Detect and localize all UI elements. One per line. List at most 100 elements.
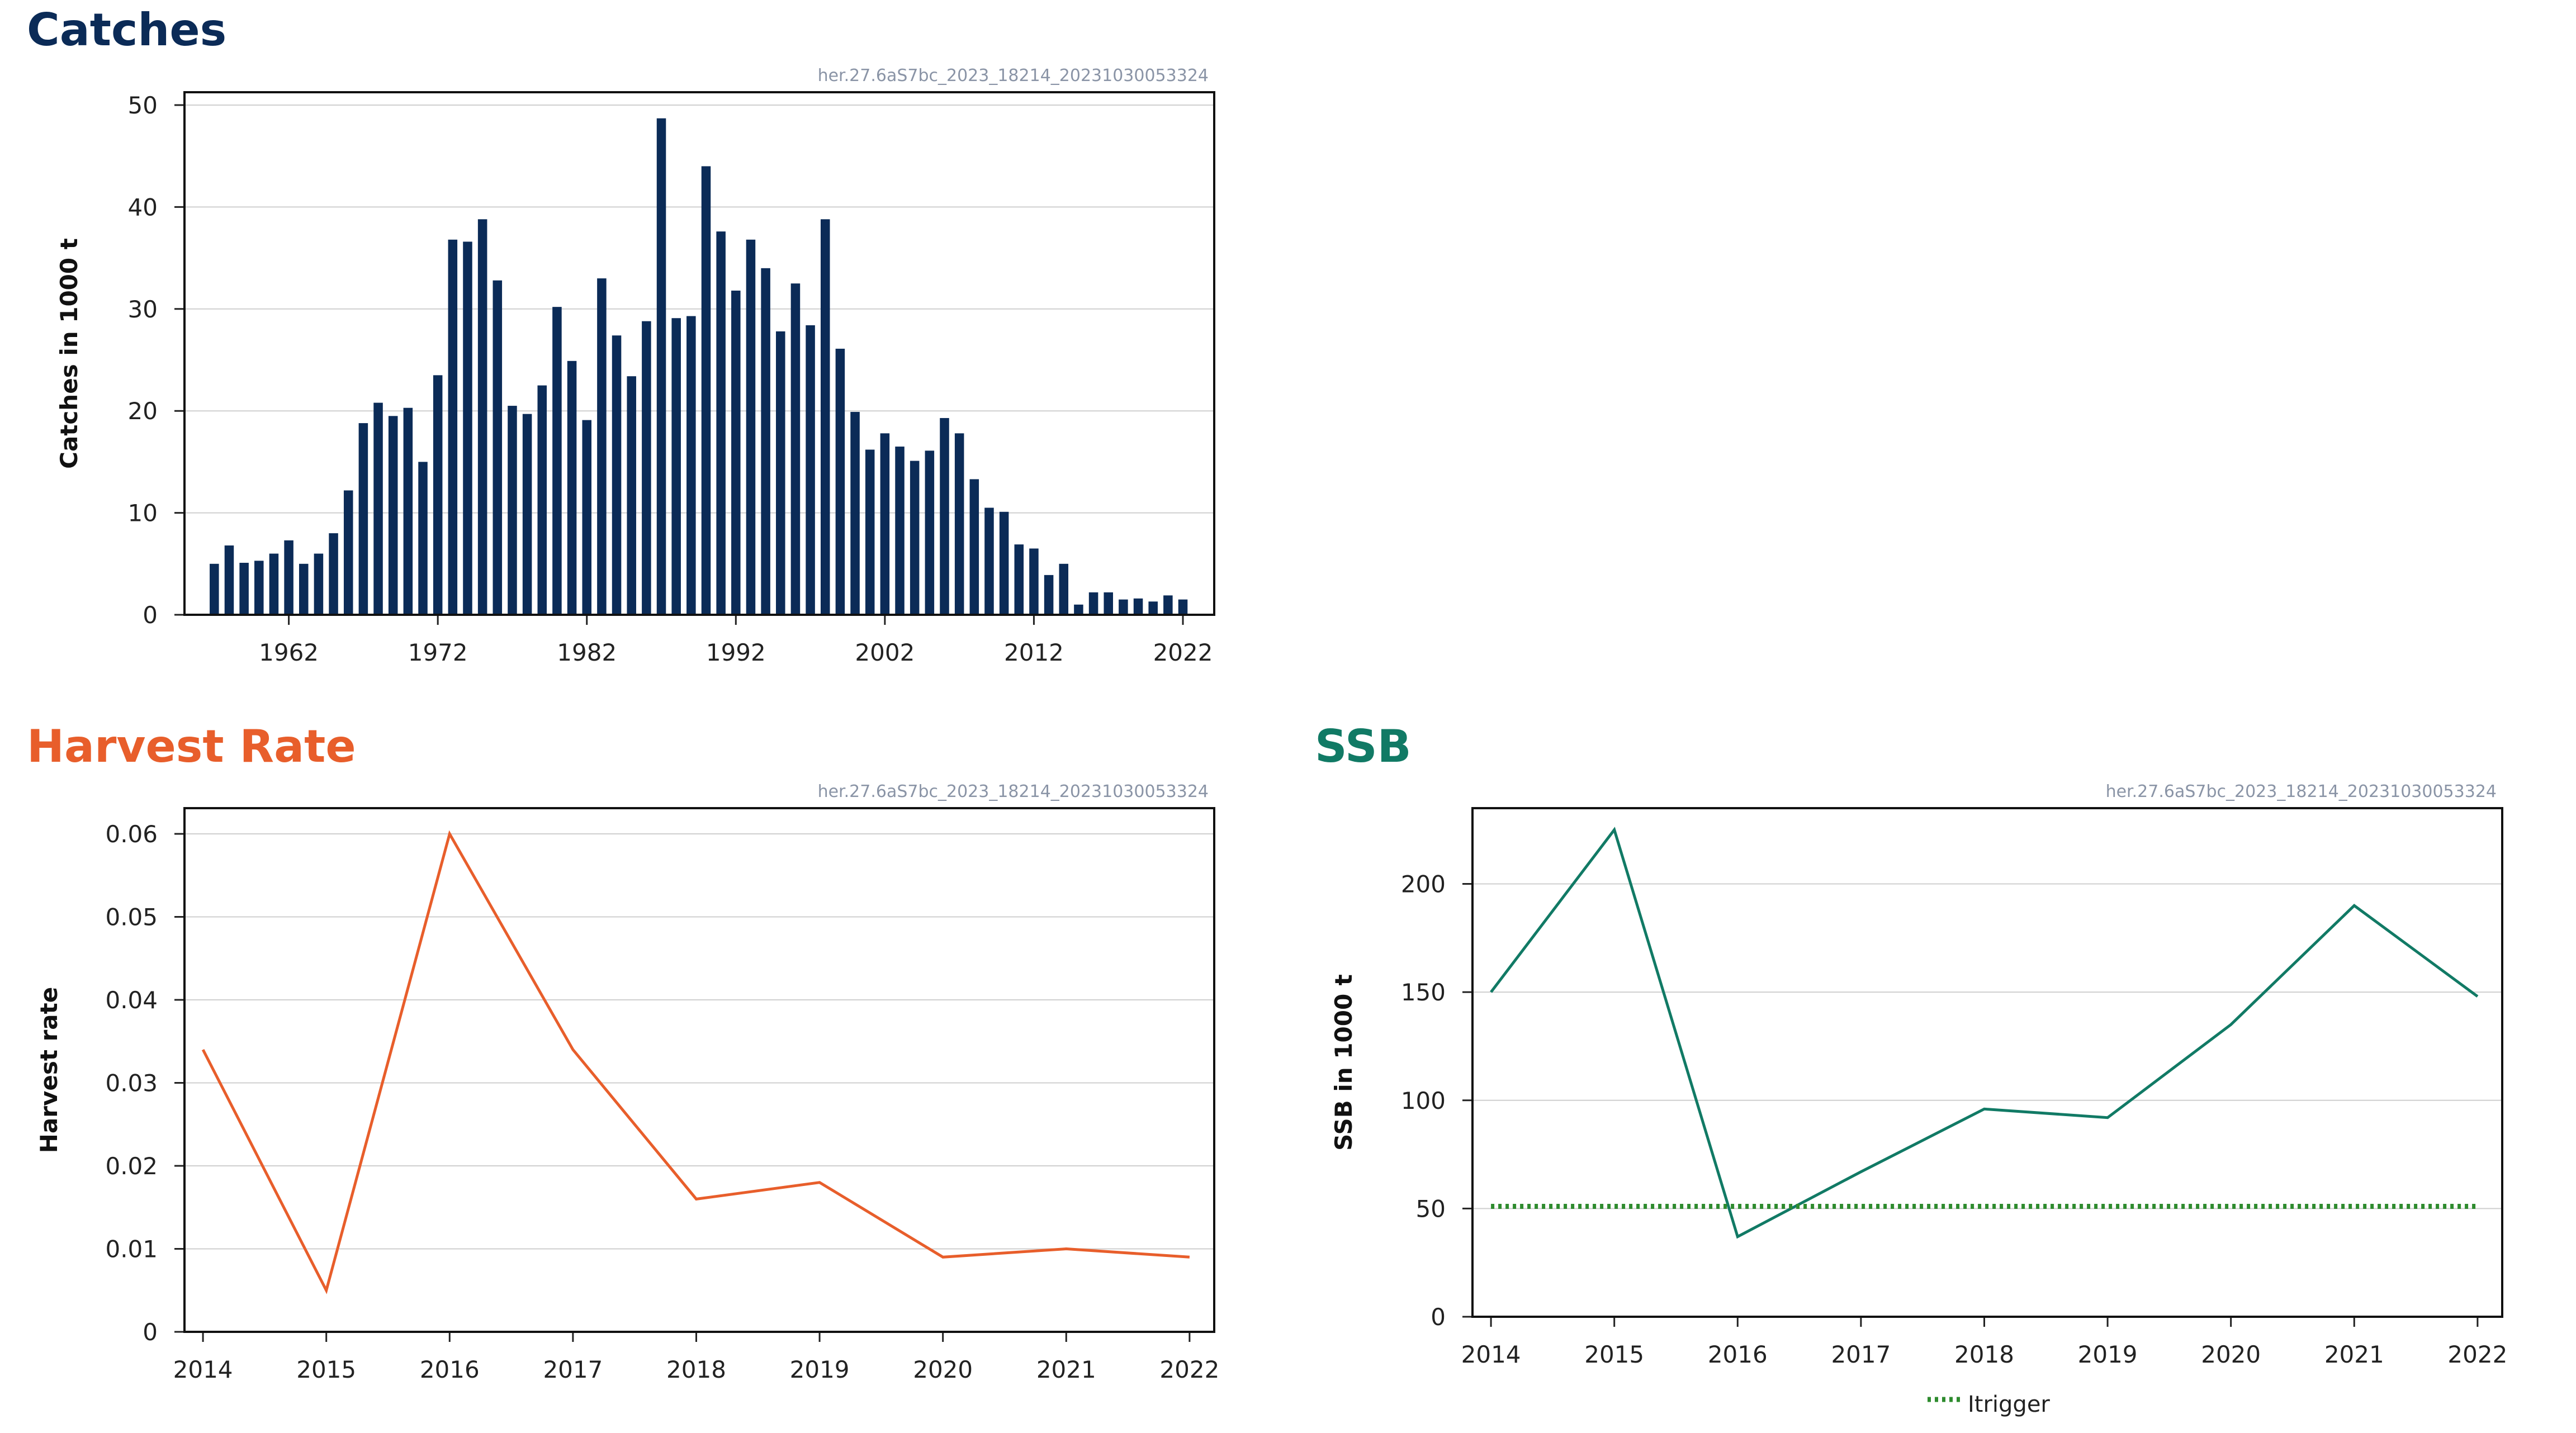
x-tick-label: 1972 bbox=[408, 639, 468, 666]
x-tick-label: 2022 bbox=[1159, 1356, 1219, 1383]
bar bbox=[210, 563, 219, 615]
bar bbox=[1119, 599, 1128, 615]
x-tick-label: 2012 bbox=[1004, 639, 1064, 666]
y-axis-label: SSB in 1000 t bbox=[1330, 974, 1357, 1151]
x-tick-label: 2017 bbox=[1831, 1341, 1891, 1368]
x-tick-label: 2014 bbox=[173, 1356, 233, 1383]
y-tick-label: 0.03 bbox=[105, 1070, 158, 1097]
bar bbox=[716, 231, 726, 615]
x-tick-label: 2018 bbox=[666, 1356, 726, 1383]
y-tick-label: 40 bbox=[128, 193, 158, 221]
bar bbox=[1044, 575, 1054, 615]
x-tick-label: 1962 bbox=[259, 639, 319, 666]
bar bbox=[373, 402, 383, 615]
bar bbox=[582, 420, 592, 615]
bar bbox=[448, 239, 458, 615]
y-tick-label: 0 bbox=[143, 601, 158, 629]
bar bbox=[597, 278, 607, 615]
bar bbox=[493, 280, 503, 615]
bar bbox=[329, 533, 338, 615]
bar bbox=[999, 511, 1009, 615]
y-tick-label: 100 bbox=[1401, 1087, 1446, 1114]
bar bbox=[1059, 563, 1069, 615]
x-tick-label: 2022 bbox=[2447, 1341, 2507, 1368]
chart-stamp: her.27.6aS7bc_2023_18214_20231030053324 bbox=[2106, 782, 2497, 801]
chart-stamp: her.27.6aS7bc_2023_18214_20231030053324 bbox=[818, 66, 1209, 86]
bar bbox=[954, 433, 964, 615]
bar bbox=[627, 376, 636, 615]
x-tick-label: 2015 bbox=[1584, 1341, 1644, 1368]
y-tick-label: 0.05 bbox=[105, 904, 158, 931]
bar bbox=[642, 321, 651, 615]
bar bbox=[477, 219, 487, 615]
y-tick-label: 200 bbox=[1401, 871, 1446, 898]
bar bbox=[508, 406, 517, 615]
x-tick-label: 2002 bbox=[855, 639, 915, 666]
series-line bbox=[1490, 827, 2479, 1239]
y-tick-label: 30 bbox=[128, 296, 158, 323]
bar bbox=[314, 553, 324, 615]
x-tick-label: 2014 bbox=[1461, 1341, 1521, 1368]
bar bbox=[433, 375, 443, 615]
bar bbox=[567, 360, 577, 615]
ssb-title: SSB bbox=[1315, 720, 1412, 772]
x-tick-label: 2018 bbox=[1954, 1341, 2014, 1368]
bar bbox=[1014, 544, 1024, 615]
bar bbox=[880, 433, 890, 615]
x-tick-label: 1992 bbox=[706, 639, 766, 666]
bar bbox=[1104, 592, 1113, 615]
bar bbox=[522, 414, 532, 615]
bar bbox=[463, 241, 472, 615]
bar bbox=[969, 479, 979, 615]
x-tick-label: 2020 bbox=[913, 1356, 973, 1383]
y-tick-label: 0 bbox=[143, 1318, 158, 1346]
bar bbox=[761, 268, 770, 615]
bar bbox=[224, 545, 234, 615]
x-tick-label: 2020 bbox=[2201, 1341, 2261, 1368]
bar bbox=[358, 423, 368, 615]
y-tick-label: 50 bbox=[1416, 1195, 1446, 1222]
y-tick-label: 150 bbox=[1401, 979, 1446, 1006]
y-tick-label: 20 bbox=[128, 397, 158, 425]
bar bbox=[537, 385, 547, 615]
x-tick-label: 2016 bbox=[420, 1356, 480, 1383]
bar bbox=[790, 283, 801, 615]
bar bbox=[299, 563, 309, 615]
y-tick-label: 0 bbox=[1431, 1303, 1446, 1331]
bar bbox=[1074, 604, 1083, 615]
bar bbox=[269, 553, 279, 615]
x-tick-label: 1982 bbox=[557, 639, 617, 666]
bar bbox=[910, 461, 920, 615]
y-tick-label: 0.02 bbox=[105, 1152, 158, 1180]
bar bbox=[746, 239, 756, 615]
y-tick-label: 0.06 bbox=[105, 820, 158, 848]
bar bbox=[612, 335, 622, 615]
y-tick-label: 10 bbox=[128, 500, 158, 527]
x-tick-label: 2021 bbox=[1036, 1356, 1096, 1383]
bar bbox=[418, 462, 428, 615]
plot-frame bbox=[1471, 807, 2503, 1318]
bar bbox=[403, 407, 413, 615]
bar bbox=[1163, 595, 1173, 615]
plot-frame bbox=[183, 807, 1215, 1333]
bar bbox=[239, 562, 249, 615]
bar bbox=[701, 166, 711, 615]
bar bbox=[835, 348, 845, 615]
bar bbox=[925, 450, 935, 615]
plot-frame bbox=[183, 91, 1215, 616]
x-tick-label: 2016 bbox=[1708, 1341, 1768, 1368]
bar bbox=[552, 307, 562, 615]
bar bbox=[686, 316, 696, 615]
bar bbox=[1088, 592, 1098, 615]
bar bbox=[940, 417, 949, 615]
x-tick-label: 2019 bbox=[2078, 1341, 2138, 1368]
bar bbox=[1133, 598, 1143, 615]
bar bbox=[895, 447, 905, 615]
bar bbox=[656, 118, 666, 615]
x-tick-label: 2022 bbox=[1153, 639, 1213, 666]
bar bbox=[284, 540, 293, 615]
bar bbox=[671, 318, 681, 615]
legend-label: Itrigger bbox=[1968, 1392, 2050, 1417]
x-tick-label: 2015 bbox=[296, 1356, 356, 1383]
